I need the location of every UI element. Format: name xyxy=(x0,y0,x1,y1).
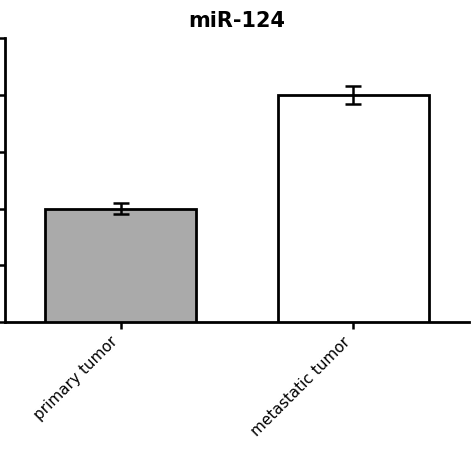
Title: miR-124: miR-124 xyxy=(189,11,285,31)
Bar xyxy=(278,95,428,322)
Bar xyxy=(46,209,196,322)
